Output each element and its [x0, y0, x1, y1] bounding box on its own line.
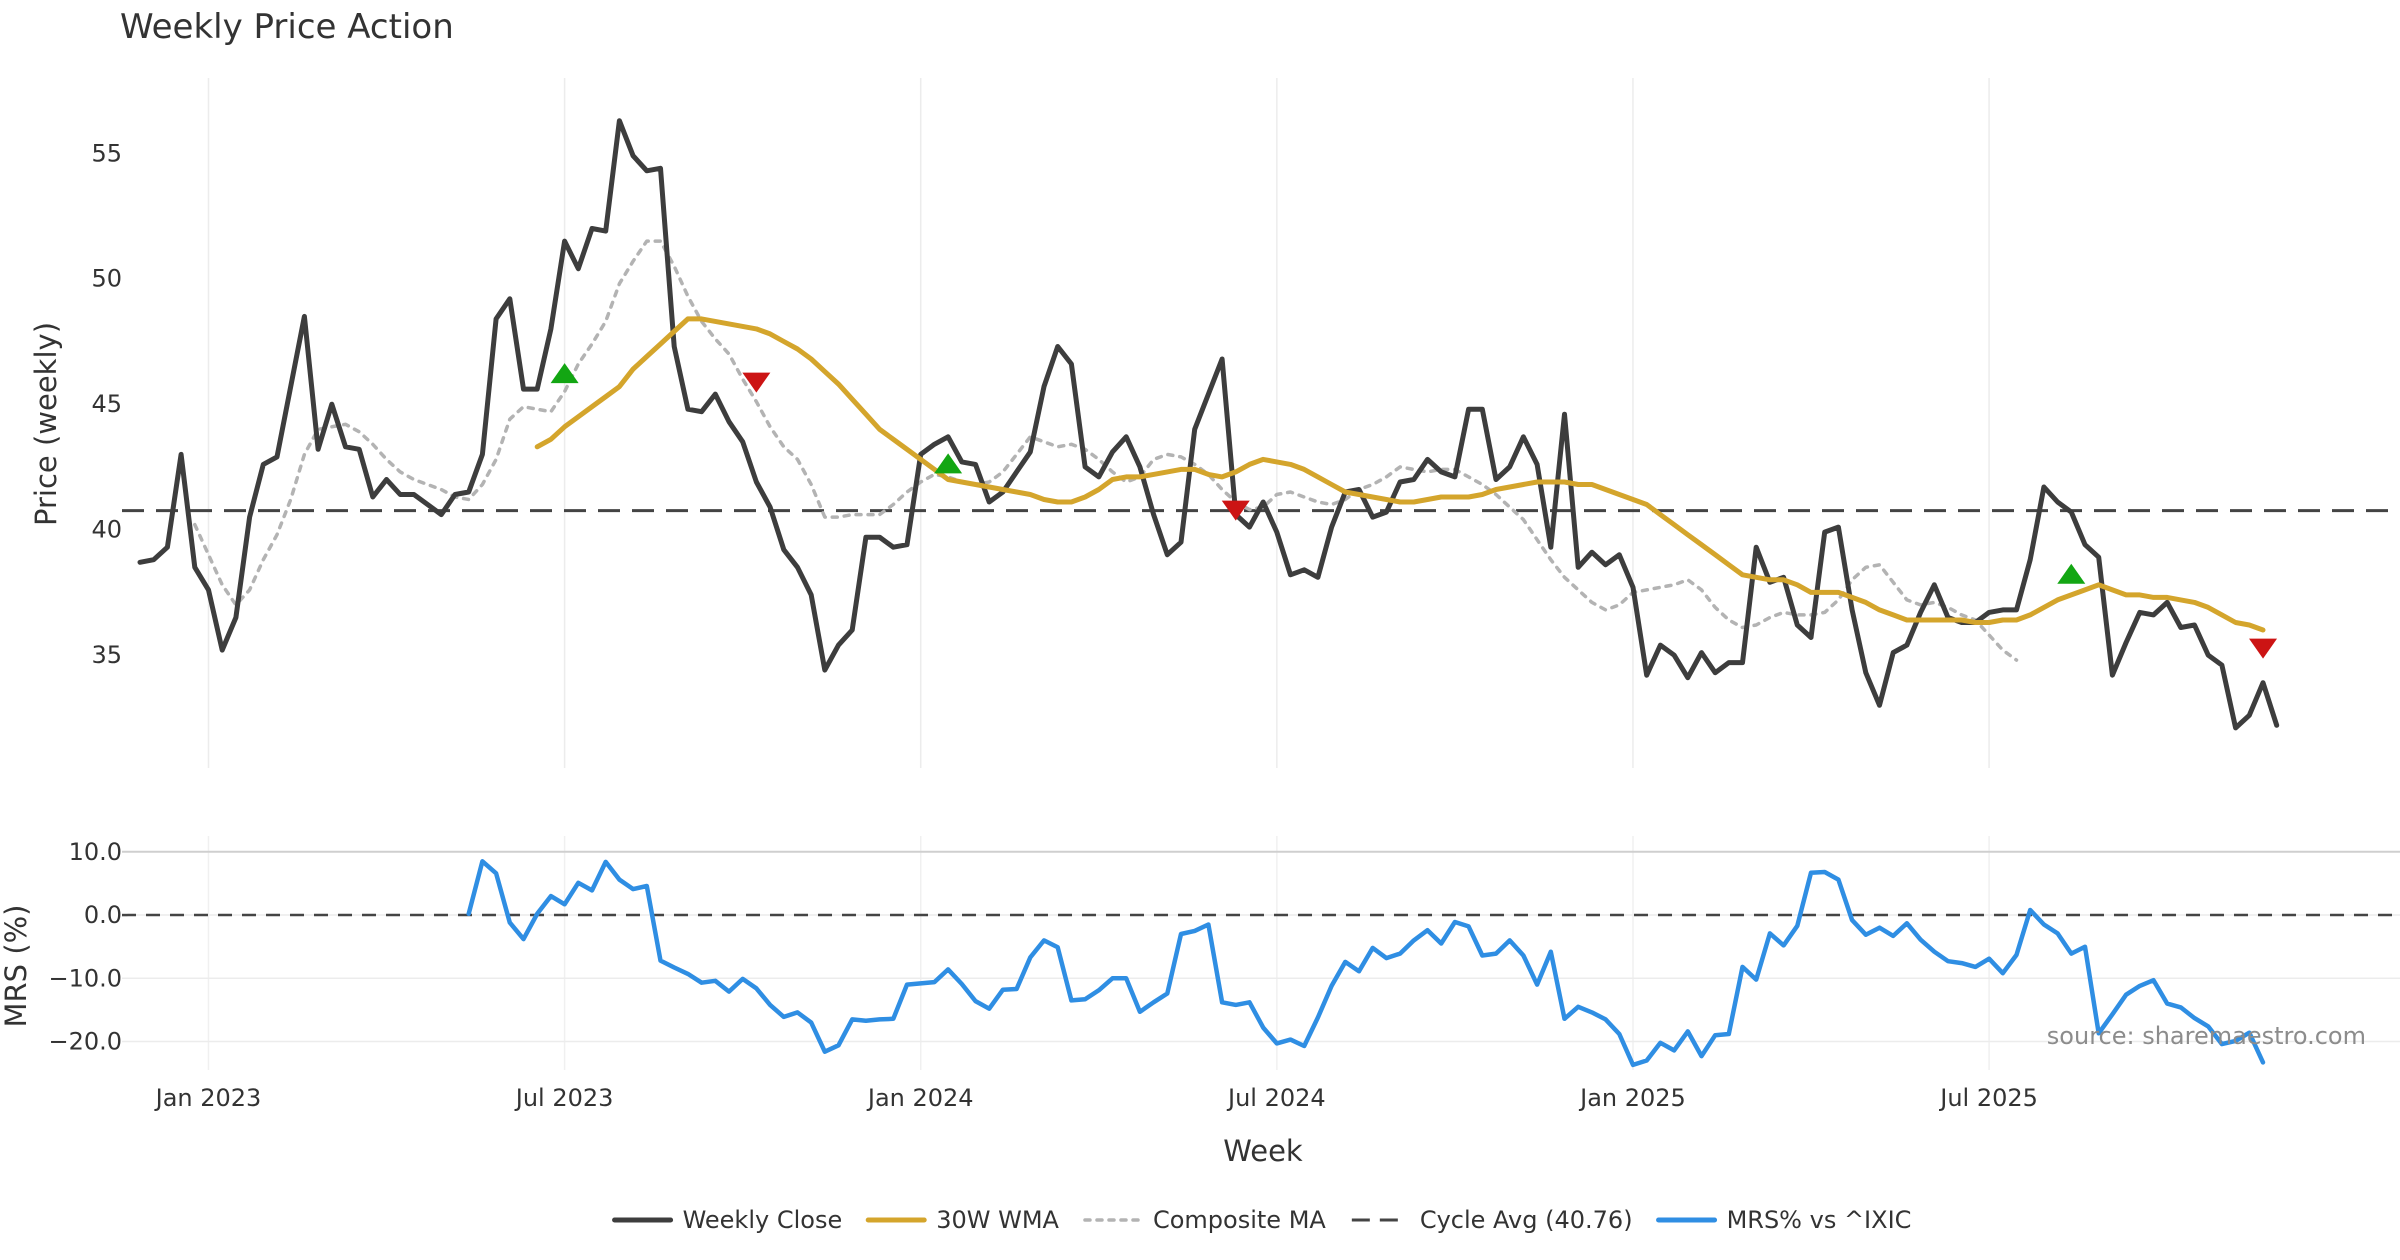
sell-signal-marker [742, 372, 771, 393]
mrs-y-axis: 10.0 0.0 −10.0 −20.0 [48, 838, 122, 1056]
x-tick-label: Jul 2025 [1938, 1084, 2038, 1112]
x-axis-title: Week [1223, 1134, 1303, 1168]
price-y-axis: 35 40 45 50 55 [91, 139, 122, 669]
legend: Weekly Close 30W WMA Composite MA Cycle Avg… [612, 1206, 1912, 1234]
x-axis: Jan 2023 Jul 2023 Jan 2024 Jul 2024 Jan 2025… [154, 1084, 2038, 1112]
legend-item-mrs-vs-ixic: MRS% vs ^IXIC [1656, 1206, 1912, 1234]
sell-signal-marker [2249, 638, 2278, 659]
legend-label: Composite MA [1153, 1206, 1326, 1234]
legend-item-cycle-avg-40-76: Cycle Avg (40.76) [1351, 1206, 1633, 1234]
x-tick-label: Jan 2024 [866, 1084, 974, 1112]
weekly-close-line [137, 118, 2280, 731]
buy-signal-marker [934, 453, 963, 474]
composite-ma-line [193, 239, 2019, 662]
legend-item-composite-ma: Composite MA [1083, 1206, 1326, 1234]
x-tick-label: Jul 2023 [514, 1084, 614, 1112]
price-y-tick-label: 45 [91, 390, 122, 418]
price-y-tick-label: 50 [91, 265, 122, 293]
mrs-y-tick-label: −10.0 [48, 964, 122, 992]
price-signals [550, 363, 2278, 659]
legend-label: Weekly Close [683, 1206, 843, 1234]
price-y-tick-label: 40 [91, 516, 122, 544]
x-tick-label: Jan 2025 [1578, 1084, 1686, 1112]
mrs-vs-ixic-line [466, 859, 2266, 1068]
legend-label: 30W WMA [936, 1206, 1059, 1234]
buy-signal-marker [550, 363, 579, 384]
mrs-grid [122, 836, 2400, 1070]
price-y-tick-label: 35 [91, 641, 122, 669]
price-grid [207, 78, 1990, 768]
legend-label: MRS% vs ^IXIC [1727, 1206, 1912, 1234]
legend-item-30w-wma: 30W WMA [865, 1206, 1060, 1234]
mrs-y-tick-label: 0.0 [84, 901, 122, 929]
legend-item-weekly-close: Weekly Close [612, 1206, 843, 1234]
mrs-y-axis-title: MRS (%) [0, 905, 33, 1028]
price-y-tick-label: 55 [91, 139, 122, 167]
mrs-series [466, 859, 2266, 1068]
price-series [122, 118, 2400, 731]
mrs-y-tick-label: −20.0 [48, 1028, 122, 1056]
x-tick-label: Jan 2023 [154, 1084, 262, 1112]
price-y-axis-title: Price (weekly) [29, 322, 63, 526]
buy-signal-marker [2057, 563, 2086, 584]
sell-signal-marker [1221, 500, 1250, 521]
x-tick-label: Jul 2024 [1226, 1084, 1326, 1112]
mrs-y-tick-label: 10.0 [69, 838, 122, 866]
source-annotation: source: sharemaestro.com [2047, 1022, 2366, 1050]
legend-label: Cycle Avg (40.76) [1420, 1206, 1633, 1234]
chart-title: Weekly Price Action [120, 7, 454, 47]
30w-wma-line [534, 316, 2266, 633]
